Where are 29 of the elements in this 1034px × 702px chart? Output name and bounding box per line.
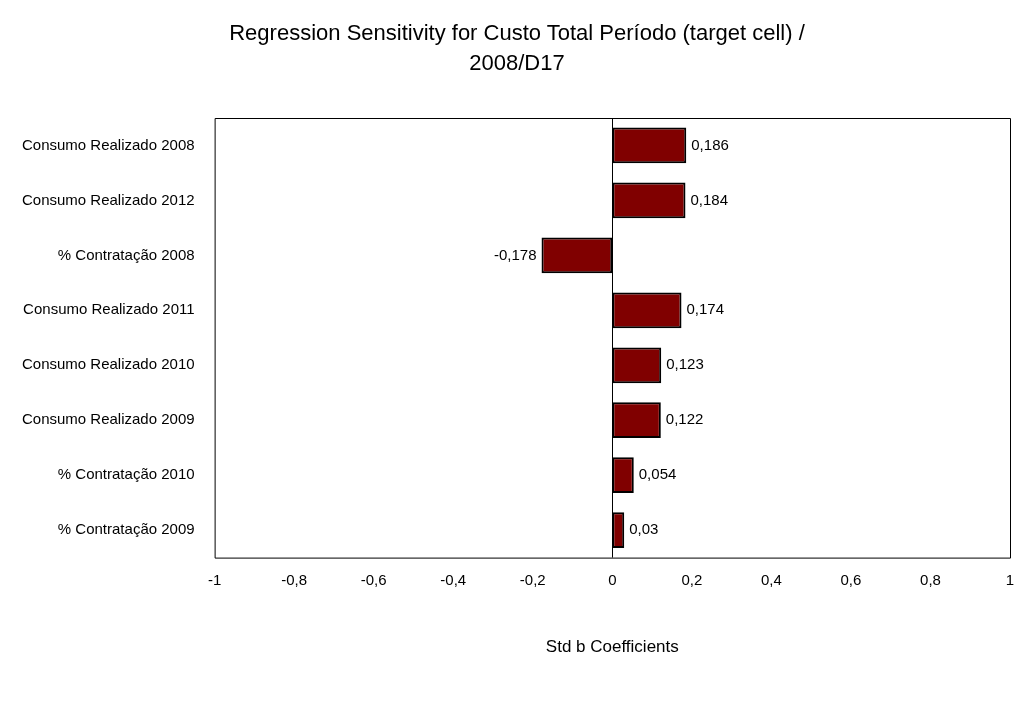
x-tick-label: 0,8 — [920, 570, 941, 588]
x-tick-label: -0,2 — [519, 570, 546, 588]
y-tick-label: % Contratação 2010 — [57, 465, 195, 483]
y-tick-label: Consumo Realizado 2012 — [21, 190, 195, 208]
data-label: 0,054 — [638, 465, 677, 483]
x-tick-label: 0 — [608, 570, 617, 588]
x-tick-label: 0,2 — [681, 570, 703, 588]
data-label: 0,174 — [686, 300, 725, 318]
data-label: -0,178 — [493, 245, 537, 263]
y-tick-label: Consumo Realizado 2011 — [23, 300, 195, 318]
x-tick-label: 0,4 — [760, 570, 782, 588]
x-tick-label: 0,6 — [840, 570, 862, 588]
y-tick-label: Consumo Realizado 2009 — [21, 410, 195, 428]
data-label: 0,184 — [690, 190, 729, 208]
x-tick-label: -0,8 — [281, 570, 308, 588]
x-tick-label: -0,4 — [440, 570, 467, 588]
y-tick-label: Consumo Realizado 2008 — [21, 135, 195, 153]
data-label: 0,123 — [666, 355, 704, 373]
x-tick-label: -0,6 — [360, 570, 387, 588]
data-label: 0,122 — [665, 410, 704, 428]
data-label: 0,186 — [691, 135, 729, 153]
y-tick-label: % Contratação 2008 — [57, 245, 195, 263]
x-axis-title: Std b Coefficients — [545, 637, 679, 657]
x-tick-label: -1 — [207, 570, 222, 588]
chart-title: Regression Sensitivity for Custo Total Período (target cell) / 2008/D17 — [228, 19, 806, 77]
y-tick-label: Consumo Realizado 2010 — [21, 355, 195, 373]
y-tick-label: % Contratação 2009 — [57, 520, 195, 538]
x-tick-label: 1 — [1005, 570, 1015, 588]
data-label: 0,03 — [629, 520, 659, 538]
